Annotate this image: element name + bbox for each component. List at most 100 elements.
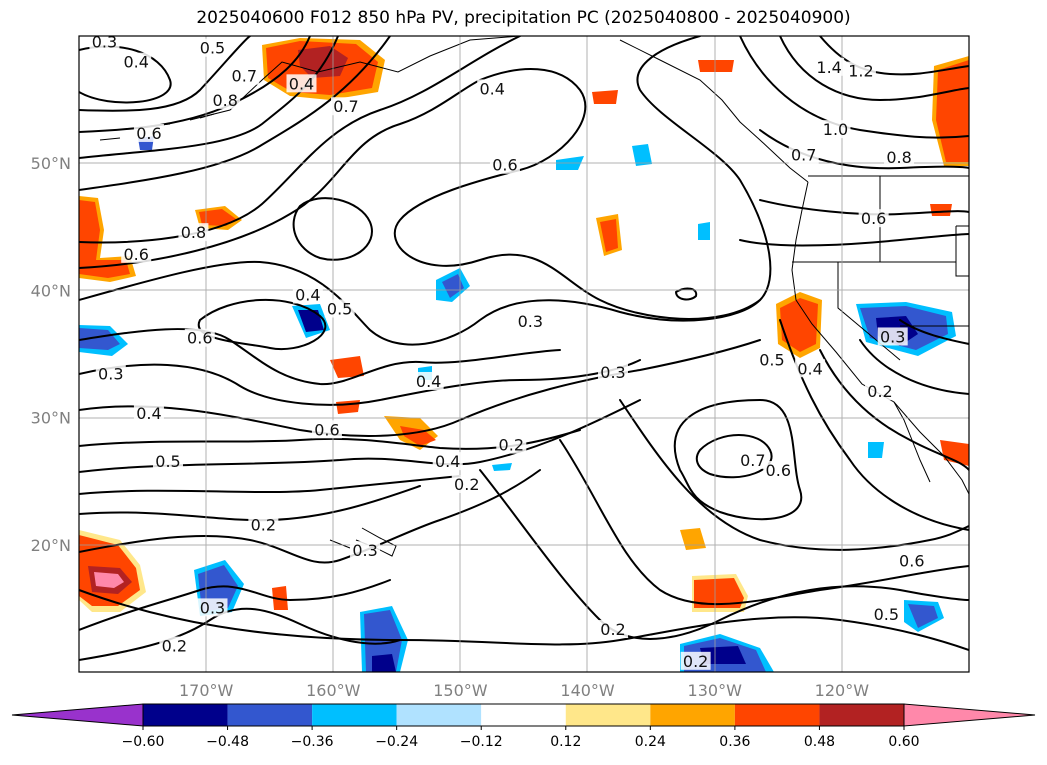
contour-label: 0.2 [600,620,625,639]
precip-area [600,219,618,252]
precip-area [94,572,124,588]
contour-label-bg [133,123,164,142]
colorbar-tick-label: 0.36 [719,734,750,750]
precip-area [79,328,120,350]
contour-label: 0.4 [123,53,148,72]
colorbar-swatch [819,704,904,726]
colorbar-swatch [143,704,228,726]
contour-label-bg [197,598,228,617]
contour-label: 0.7 [232,67,257,86]
contour-label-bg [324,299,355,318]
lon-tick-label: 140°W [560,681,615,700]
contour-label: 0.8 [886,148,911,167]
precip-area [372,654,396,672]
contour-label: 0.4 [416,372,441,391]
colorbar-tick-label: −0.60 [122,734,165,750]
pv-contour [559,439,969,606]
precip-area [400,426,436,446]
contour-label: 0.5 [327,299,352,318]
colorbar-swatch [565,704,651,726]
contour-label-bg [820,120,851,139]
colorbar-swatch [227,704,313,726]
precip-area [930,204,952,216]
pv-contour [739,36,969,139]
plot-area: 0.3 0.4 0.5 0.7 0.8 0.6 0.4 0.7 0.4 1.4 1.2 1.0 0.8 0… [78,32,970,673]
map-title: 2025040600 F012 850 hPa PV, precipitatio… [196,8,851,28]
pv-contour [79,36,772,320]
contour-label: 0.2 [162,637,187,656]
precip-area [694,578,744,608]
colorbar-frame [142,703,905,727]
contour-label: 0.6 [899,551,924,570]
contour-label-bg [292,285,323,304]
contour-label-bg [248,515,279,534]
pv-contour [79,328,561,386]
contour-label-bg [858,209,889,228]
lat-tick-label: 20°N [31,536,71,555]
colorbar-tick-label: 0.12 [550,734,581,750]
contour-label-bg [311,420,342,439]
contour-label: 0.6 [123,245,148,264]
pv-contour [619,399,969,551]
precip-area [868,442,884,458]
contour-label: 0.5 [759,350,784,369]
pv-contour [673,399,803,521]
pv-contour [197,299,327,351]
contour-label-bg [331,97,361,116]
contour-label: 0.6 [314,420,339,439]
latitude-labels: 20°N 30°N 40°N 50°N [31,154,71,555]
contour-label-bg [153,452,183,471]
pv-contour [292,197,373,261]
contour-label-bg [680,651,711,670]
plot-frame [78,35,970,673]
colorbar-tick-label: 0.24 [635,734,666,750]
colorbar-extend-high [903,703,1036,727]
contour-label: 0.4 [797,359,822,378]
contour-label-bg [350,541,381,560]
pv-contour [859,339,969,395]
contour-label: 0.3 [200,598,225,617]
lon-tick-label: 150°W [433,681,488,700]
contour-label: 0.7 [740,451,765,470]
lon-tick-label: 130°W [688,681,743,700]
contour-label: 0.2 [454,475,479,494]
contour-label-bg [763,461,794,480]
contour-label-bg [598,363,628,382]
precip-area [698,222,710,240]
contour-label-bg [121,244,152,263]
colorbar-swatch [481,704,566,726]
contour-label-bg [210,90,241,109]
lat-tick-label: 40°N [31,281,71,300]
gridlines [79,36,969,672]
contour-label-bg [432,452,463,471]
precip-area [940,440,969,466]
contour-label: 0.4 [435,452,460,471]
contour-label: 0.2 [683,652,708,671]
contour-label: 0.3 [352,541,377,560]
pv-contour [675,287,698,301]
pv-contour [819,36,969,76]
contour-label: 0.4 [479,79,504,98]
precip-area [780,298,818,352]
contour-label: 0.8 [181,223,206,242]
contour-label: 0.8 [212,91,237,110]
contour-label-bg [788,145,819,164]
colorbar-swatch [734,704,820,726]
contour-label-bg [286,74,317,93]
contour-label-bg [178,223,209,242]
contour-labels: 0.3 0.4 0.5 0.7 0.8 0.6 0.4 0.7 0.4 1.4 1.2 1.0 0.8 0… [89,32,927,671]
colorbar-tick-label: 0.48 [804,734,835,750]
contour-label: 0.7 [791,146,816,165]
contour-label: 0.5 [155,452,180,471]
contour-label: 0.4 [295,285,320,304]
contour-label-bg [159,636,190,655]
contour-label-bg [451,475,482,494]
contour-label: 0.3 [98,364,123,383]
lon-tick-label: 120°W [815,681,870,700]
contour-label-bg [229,66,260,85]
pv-contour [759,199,969,216]
precip-area [492,463,512,471]
contour-label-bg [496,435,527,454]
pv-contour [79,339,761,437]
